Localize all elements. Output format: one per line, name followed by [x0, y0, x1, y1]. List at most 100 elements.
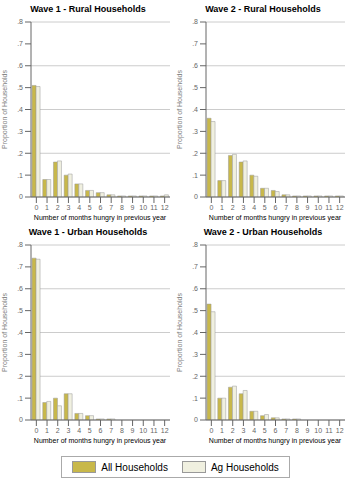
html-text:All Households: All Households: [101, 461, 168, 473]
svg-text:10: 10: [139, 427, 147, 434]
svg-text:.1: .1: [192, 172, 198, 179]
svg-text:Proportion of Households: Proportion of Households: [8, 293, 9, 372]
svg-text:.2: .2: [192, 373, 198, 380]
svg-text:.3: .3: [17, 351, 23, 358]
svg-text:1: 1: [220, 427, 224, 434]
svg-text:.3: .3: [17, 128, 23, 135]
svg-text:12: 12: [335, 204, 343, 211]
svg-text:7: 7: [109, 204, 113, 211]
svg-text:.1: .1: [192, 395, 198, 402]
svg-text:Proportion of Households: Proportion of Households: [176, 70, 184, 149]
svg-text:6: 6: [273, 204, 277, 211]
svg-text:2: 2: [55, 204, 59, 211]
svg-text:5: 5: [87, 427, 91, 434]
svg-text:.3: .3: [192, 351, 198, 358]
html-text:Wave 2 - Urban Households: Wave 2 - Urban Households: [203, 227, 323, 237]
svg-text:.6: .6: [17, 62, 23, 69]
svg-text:.4: .4: [192, 329, 198, 336]
svg-text:3: 3: [66, 204, 70, 211]
svg-text:.1: .1: [17, 172, 23, 179]
svg-text:.4: .4: [17, 329, 23, 336]
svg-text:9: 9: [130, 427, 134, 434]
svg-text:0: 0: [209, 204, 213, 211]
html-text:Ag Households: Ag Households: [210, 461, 279, 473]
svg-text:0: 0: [194, 416, 198, 423]
svg-text:.7: .7: [192, 263, 198, 270]
svg-text:2: 2: [230, 204, 234, 211]
html-text:Number of months hungry in pre: Number of months hungry in previous year: [33, 214, 167, 221]
svg-text:11: 11: [325, 427, 332, 434]
svg-text:1: 1: [45, 204, 49, 211]
svg-text:.8: .8: [17, 18, 23, 25]
svg-text:8: 8: [119, 204, 123, 211]
svg-text:8: 8: [294, 427, 298, 434]
svg-text:12: 12: [160, 427, 168, 434]
svg-text:.7: .7: [17, 263, 23, 270]
svg-text:.2: .2: [192, 150, 198, 157]
svg-text:4: 4: [77, 427, 81, 434]
svg-text:3: 3: [66, 427, 70, 434]
svg-text:10: 10: [139, 204, 147, 211]
svg-text:0: 0: [19, 416, 23, 423]
svg-text:9: 9: [130, 204, 134, 211]
svg-text:5: 5: [262, 427, 266, 434]
svg-text:.6: .6: [192, 285, 198, 292]
svg-text:4: 4: [252, 204, 256, 211]
svg-text:11: 11: [150, 204, 157, 211]
html-text:Wave 1 - Rural Households: Wave 1 - Rural Households: [30, 4, 146, 14]
svg-text:.5: .5: [17, 307, 23, 314]
svg-text:.2: .2: [17, 150, 23, 157]
svg-text:10: 10: [314, 204, 322, 211]
svg-text:6: 6: [98, 427, 102, 434]
svg-text:.8: .8: [17, 241, 23, 248]
svg-text:11: 11: [150, 427, 157, 434]
svg-text:1: 1: [220, 204, 224, 211]
svg-text:5: 5: [87, 204, 91, 211]
svg-text:6: 6: [98, 204, 102, 211]
svg-text:12: 12: [335, 427, 343, 434]
svg-text:.4: .4: [192, 106, 198, 113]
svg-text:.8: .8: [192, 18, 198, 25]
svg-text:1: 1: [45, 427, 49, 434]
svg-text:Proportion of Households: Proportion of Households: [8, 70, 9, 149]
svg-text:2: 2: [55, 427, 59, 434]
svg-text:6: 6: [273, 427, 277, 434]
svg-text:8: 8: [294, 204, 298, 211]
svg-text:7: 7: [284, 427, 288, 434]
svg-text:11: 11: [325, 204, 332, 211]
svg-text:.8: .8: [192, 241, 198, 248]
svg-text:4: 4: [77, 204, 81, 211]
svg-text:3: 3: [241, 427, 245, 434]
svg-text:0: 0: [34, 427, 38, 434]
svg-text:7: 7: [109, 427, 113, 434]
svg-text:.6: .6: [192, 62, 198, 69]
svg-text:7: 7: [284, 204, 288, 211]
svg-text:.1: .1: [17, 395, 23, 402]
svg-text:.2: .2: [17, 373, 23, 380]
svg-text:.7: .7: [192, 40, 198, 47]
svg-text:0: 0: [209, 427, 213, 434]
svg-text:0: 0: [34, 204, 38, 211]
html-text:Wave 2 - Rural Households: Wave 2 - Rural Households: [205, 4, 321, 14]
svg-text:4: 4: [252, 427, 256, 434]
svg-text:.4: .4: [17, 106, 23, 113]
svg-text:.5: .5: [192, 84, 198, 91]
svg-text:2: 2: [230, 427, 234, 434]
svg-text:3: 3: [241, 204, 245, 211]
svg-text:9: 9: [305, 204, 309, 211]
html-text:Number of months hungry in pre: Number of months hungry in previous year: [208, 214, 342, 221]
svg-text:0: 0: [19, 193, 23, 200]
svg-text:12: 12: [160, 204, 168, 211]
svg-text:.3: .3: [192, 128, 198, 135]
svg-text:.6: .6: [17, 285, 23, 292]
html-text:Wave 1 - Urban Households: Wave 1 - Urban Households: [28, 227, 148, 237]
svg-text:.5: .5: [17, 84, 23, 91]
svg-text:5: 5: [262, 204, 266, 211]
svg-text:8: 8: [119, 427, 123, 434]
svg-text:.7: .7: [17, 40, 23, 47]
svg-text:0: 0: [194, 193, 198, 200]
svg-text:10: 10: [314, 427, 322, 434]
svg-text:.5: .5: [192, 307, 198, 314]
svg-text:Proportion of Households: Proportion of Households: [176, 293, 184, 372]
svg-text:9: 9: [305, 427, 309, 434]
